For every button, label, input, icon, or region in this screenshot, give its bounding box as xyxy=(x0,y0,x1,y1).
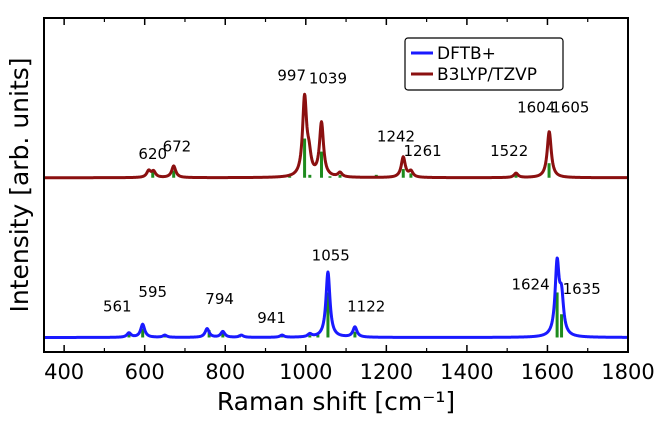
peak-label-1242: 1242 xyxy=(377,127,415,145)
x-tick-label-1600: 1600 xyxy=(521,360,574,384)
peak-label-1122: 1122 xyxy=(347,297,385,315)
legend: DFTB+ B3LYP/TZVP xyxy=(404,37,564,91)
legend-label-dftb: DFTB+ xyxy=(437,44,496,64)
stick-spectra xyxy=(127,138,564,338)
x-tick-label-1200: 1200 xyxy=(360,360,413,384)
y-axis-title: Intensity [arb. units] xyxy=(5,57,34,312)
peak-label-561: 561 xyxy=(103,297,132,315)
curve-b3lyp xyxy=(42,92,630,180)
peak-label-1039: 1039 xyxy=(309,69,347,87)
peak-label-997: 997 xyxy=(277,66,306,84)
x-axis-ticks: 400 600 800 1000 1200 1400 1600 1800 xyxy=(44,18,655,384)
peak-label-1635: 1635 xyxy=(563,280,601,298)
x-tick-label-600: 600 xyxy=(125,360,165,384)
peak-label-1624: 1624 xyxy=(511,276,549,294)
x-tick-label-1400: 1400 xyxy=(440,360,493,384)
x-tick-label-400: 400 xyxy=(44,360,84,384)
x-tick-label-1000: 1000 xyxy=(279,360,332,384)
peak-label-595: 595 xyxy=(138,283,167,301)
peak-label-672: 672 xyxy=(163,138,192,156)
legend-box xyxy=(404,37,564,91)
peak-label-1055: 1055 xyxy=(312,247,350,265)
legend-label-b3lyp: B3LYP/TZVP xyxy=(437,65,537,85)
plot-frame xyxy=(43,17,629,353)
x-tick-label-800: 800 xyxy=(205,360,245,384)
x-tick-label-1800: 1800 xyxy=(601,360,654,384)
peak-label-1261: 1261 xyxy=(403,142,441,160)
spectrum-curves xyxy=(42,92,630,339)
x-axis-title: Raman shift [cm⁻¹] xyxy=(217,387,455,416)
peak-label-1604: 1604 xyxy=(517,98,555,116)
peak-label-1605: 1605 xyxy=(551,98,589,116)
peak-label-941: 941 xyxy=(257,309,286,327)
peak-label-620: 620 xyxy=(138,145,167,163)
peak-label-1522: 1522 xyxy=(490,142,528,160)
curve-dftb xyxy=(42,256,630,339)
peak-label-794: 794 xyxy=(205,290,234,308)
